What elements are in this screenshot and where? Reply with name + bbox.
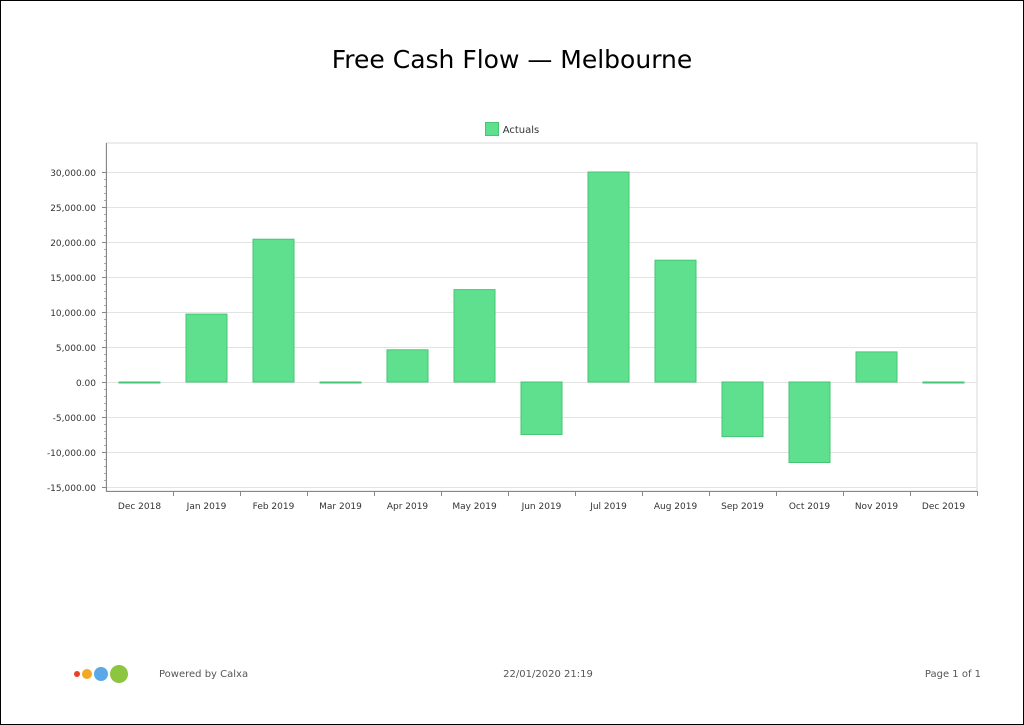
y-tick-label: -5,000.00 [53,414,97,424]
y-tick-label: 5,000.00 [56,344,96,354]
x-tick-label: Jan 2019 [186,502,227,512]
bar-feb-2019 [252,238,295,383]
bar-jan-2019 [185,313,228,383]
bar-dec-2018 [118,381,161,384]
x-tick-label: May 2019 [452,502,497,512]
calxa-logo-icon [74,665,128,683]
bar-may-2019 [453,289,496,383]
x-tick-label: Aug 2019 [654,502,698,512]
legend-swatch-actuals [484,122,499,136]
logo-dot [82,669,92,679]
x-tick-label: Jun 2019 [521,502,562,512]
bar-dec-2019 [922,381,965,384]
y-tick-label: 20,000.00 [50,239,96,249]
y-tick-label: 25,000.00 [50,204,96,214]
y-tick-label: -10,000.00 [47,449,96,459]
bar-oct-2019 [788,381,831,463]
bar-mar-2019 [319,381,362,384]
y-tick-label: -15,000.00 [47,484,96,494]
y-tick-label: 15,000.00 [50,274,96,284]
logo-dot [94,667,108,681]
report-timestamp: 22/01/2020 21:19 [503,669,593,680]
logo-dot [110,665,128,683]
x-tick-label: Mar 2019 [319,502,362,512]
x-tick-label: Dec 2018 [118,502,161,512]
x-tick-label: Apr 2019 [387,502,429,512]
bar-jun-2019 [520,381,563,435]
y-tick-label: 30,000.00 [50,169,96,179]
plot-area [105,142,978,492]
y-tick-label: 0.00 [76,379,96,389]
bar-chart: -15,000.00 -10,000.00 -5,000.00 0.00 5,000.0… [47,142,978,512]
bar-aug-2019 [654,259,697,383]
x-tick-label: Nov 2019 [855,502,899,512]
calxa-logo [73,665,133,693]
bar-sep-2019 [721,381,764,438]
logo-dot [74,671,80,677]
chart-legend: Actuals [1,122,1023,136]
powered-by-text: Powered by Calxa [159,669,249,680]
y-tick-label: 10,000.00 [50,309,96,319]
x-tick-label: Jul 2019 [589,502,627,512]
legend-label-actuals: Actuals [502,125,540,136]
bar-apr-2019 [386,349,429,383]
bar-nov-2019 [855,351,898,383]
x-tick-label: Oct 2019 [789,502,831,512]
chart-title: Free Cash Flow — Melbourne [331,45,693,74]
page-number: Page 1 of 1 [924,669,981,680]
x-tick-label: Dec 2019 [922,502,965,512]
x-tick-label: Sep 2019 [721,502,764,512]
bar-jul-2019 [587,171,630,383]
x-tick-label: Feb 2019 [253,502,295,512]
